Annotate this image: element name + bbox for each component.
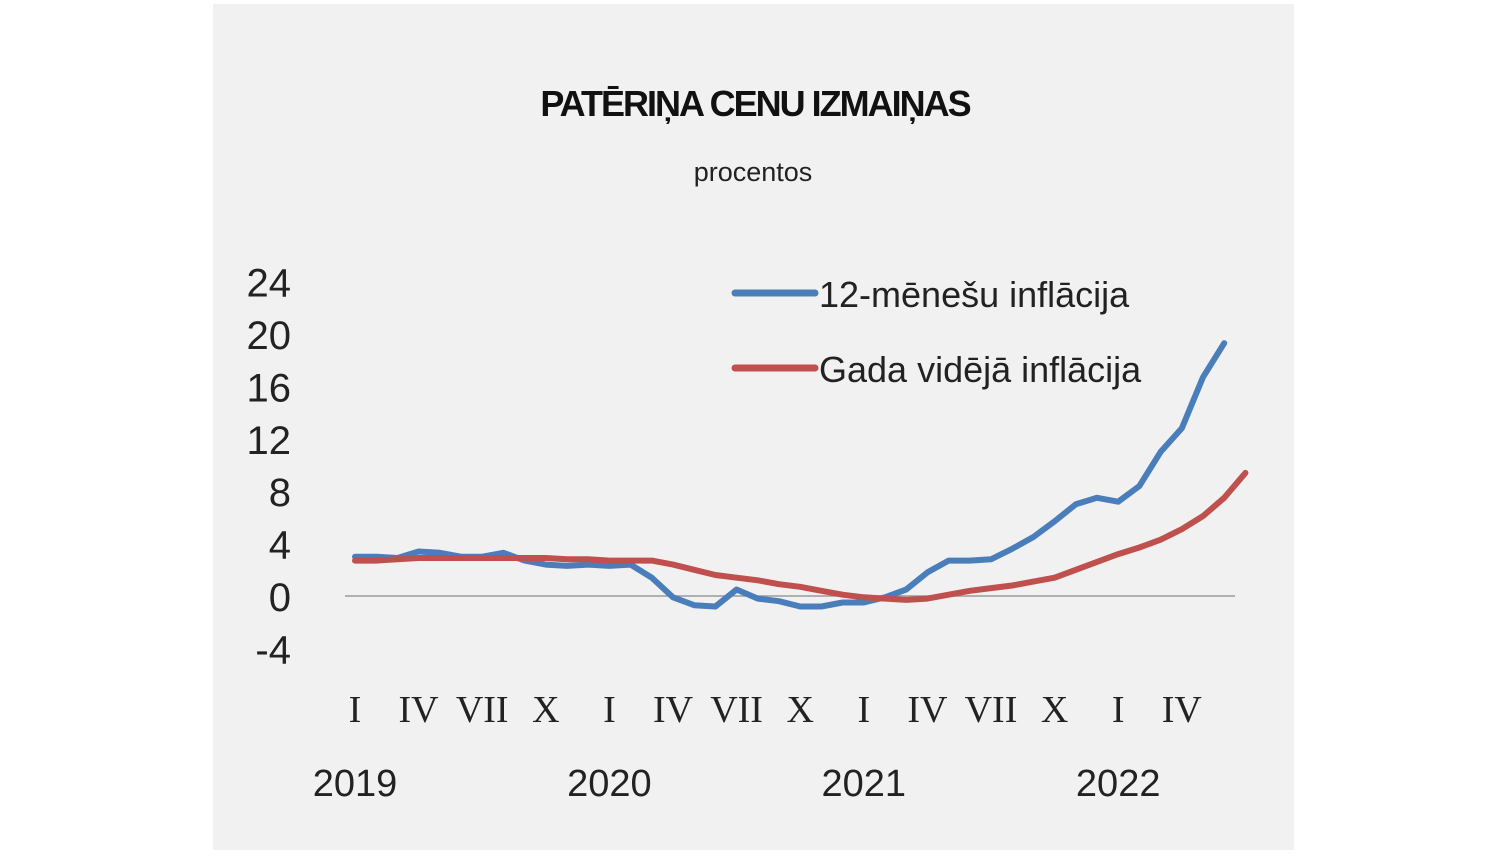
y-axis-ticks: 24 20 16 12 8 4 0 -4	[247, 262, 292, 673]
y-tick-label: 12	[247, 419, 292, 463]
year-label: 2019	[313, 763, 398, 805]
y-tick-label: 4	[269, 524, 291, 568]
y-tick-label: 24	[247, 262, 292, 306]
y-tick-label: 20	[247, 314, 292, 358]
legend-label-12-month: 12-mēnešu inflācija	[819, 274, 1130, 315]
x-tick-label: VII	[710, 689, 763, 731]
chart-title: PATĒRIŅA CENU IZMAIŅAS	[540, 83, 970, 124]
x-axis-month-ticks: I IV VII X I IV VII X I IV VII X I IV	[349, 689, 1203, 731]
x-tick-label: IV	[399, 689, 440, 731]
legend-label-annual-average: Gada vidējā inflācija	[819, 349, 1142, 390]
year-label: 2022	[1076, 763, 1161, 805]
chart-series	[352, 340, 1249, 610]
year-label: 2021	[822, 763, 907, 805]
y-tick-label: 8	[269, 471, 291, 515]
x-tick-label: I	[1112, 689, 1125, 731]
x-tick-label: IV	[907, 689, 948, 731]
year-label: 2020	[567, 763, 652, 805]
x-tick-label: VII	[965, 689, 1018, 731]
y-tick-label: 0	[269, 576, 291, 620]
x-tick-label: VII	[456, 689, 509, 731]
chart-panel: PATĒRIŅA CENU IZMAIŅAS procentos 24 20 16 1…	[213, 4, 1294, 850]
x-tick-label: I	[349, 689, 362, 731]
x-tick-label: X	[786, 689, 813, 731]
series-line-12-month-inflation	[352, 340, 1228, 610]
x-tick-label: IV	[653, 689, 694, 731]
x-tick-label: IV	[1162, 689, 1203, 731]
legend: 12-mēnešu inflācija Gada vidējā inflācij…	[731, 274, 1142, 390]
series-line-annual-average-inflation	[352, 469, 1249, 603]
chart-subtitle: procentos	[694, 157, 813, 187]
x-tick-label: X	[532, 689, 559, 731]
chart-svg: PATĒRIŅA CENU IZMAIŅAS procentos 24 20 16 1…	[247, 83, 1249, 805]
x-tick-label: X	[1041, 689, 1068, 731]
x-tick-label: I	[857, 689, 870, 731]
y-tick-label: 16	[247, 366, 292, 410]
x-axis-year-ticks: 2019 2020 2021 2022	[313, 763, 1161, 805]
y-tick-label: -4	[255, 628, 291, 672]
x-tick-label: I	[603, 689, 616, 731]
